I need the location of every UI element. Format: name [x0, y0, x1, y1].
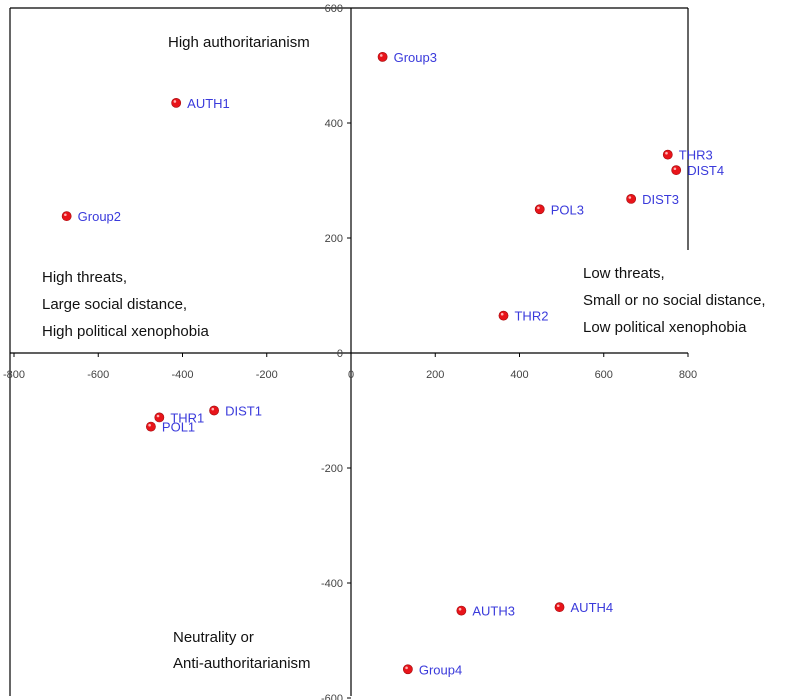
- axes: [10, 8, 688, 696]
- point-label: Group4: [419, 662, 462, 677]
- quadrant-annotation: High authoritarianism: [168, 34, 310, 51]
- x-tick-label: -600: [87, 369, 109, 381]
- point-label: THR3: [679, 148, 713, 163]
- point-marker: [377, 51, 388, 62]
- point-highlight: [173, 100, 177, 103]
- point-marker: [146, 421, 156, 432]
- point-highlight: [148, 423, 151, 427]
- point-highlight: [665, 151, 668, 155]
- tick-labels: -800 -600 -400 -200 0 200 400 600 800 -600 -400 -20…: [3, 3, 697, 700]
- point-label: AUTH1: [187, 96, 230, 111]
- annotation-line: Small or no social distance,: [583, 292, 766, 309]
- data-point: DIST1: [209, 404, 262, 419]
- point-label: DIST4: [687, 163, 724, 178]
- point-highlight: [537, 206, 540, 210]
- data-point: POL3: [534, 202, 584, 217]
- annotation-line: Anti-authoritarianism: [173, 655, 311, 672]
- point-highlight: [405, 666, 408, 670]
- point-marker: [61, 211, 72, 222]
- point-label: DIST1: [225, 404, 262, 419]
- point-marker: [662, 149, 673, 160]
- x-tick-label: 600: [595, 369, 613, 381]
- y-tick-label: 0: [337, 348, 343, 360]
- data-point: AUTH3: [456, 604, 515, 619]
- data-point: Group3: [377, 50, 437, 65]
- point-highlight: [458, 607, 462, 611]
- annotation-line: Low threats,: [583, 265, 665, 282]
- data-point: Group2: [61, 209, 121, 224]
- point-marker: [671, 165, 682, 176]
- annotation-line: Large social distance,: [42, 296, 187, 313]
- point-marker: [154, 412, 165, 423]
- x-tick-label: 800: [679, 369, 697, 381]
- annotation-line: High threats,: [42, 269, 127, 286]
- data-point: DIST4: [671, 163, 724, 178]
- annotation-line: High political xenophobia: [42, 323, 209, 340]
- point-label: AUTH3: [472, 604, 515, 619]
- point-highlight: [500, 312, 504, 316]
- point-label: THR2: [514, 309, 548, 324]
- point-highlight: [156, 414, 160, 418]
- x-tick-label: -400: [171, 369, 193, 381]
- point-marker: [626, 193, 637, 204]
- x-tick-label: 400: [510, 369, 528, 381]
- point-label: Group3: [394, 50, 437, 65]
- point-marker: [534, 204, 545, 215]
- annotations: High authoritarianism High threats, Large …: [42, 34, 766, 672]
- x-tick-label: -800: [3, 369, 25, 381]
- y-tick-label: -600: [321, 693, 343, 700]
- plot-frame: [9, 7, 689, 696]
- quadrant-annotation: Low threats, Small or no social distance,…: [583, 265, 766, 336]
- y-tick-label: -400: [321, 578, 343, 590]
- point-marker: [402, 664, 413, 675]
- point-highlight: [379, 54, 383, 57]
- quadrant-annotation: Neutrality or Anti-authoritarianism: [173, 629, 311, 672]
- annotation-line: Low political xenophobia: [583, 319, 747, 336]
- point-highlight: [64, 213, 67, 217]
- data-point: THR2: [498, 309, 548, 324]
- x-tick-label: 200: [426, 369, 444, 381]
- point-label: POL3: [551, 202, 584, 217]
- point-highlight: [628, 196, 632, 199]
- point-label: Group2: [78, 209, 121, 224]
- point-label: POL1: [162, 420, 195, 435]
- y-tick-label: 400: [325, 118, 343, 130]
- data-point: AUTH1: [171, 96, 230, 111]
- y-tick-label: 200: [325, 233, 343, 245]
- annotation-line: Neutrality or: [173, 629, 254, 646]
- data-point: Group4: [402, 662, 462, 677]
- annotation-line: High authoritarianism: [168, 34, 310, 51]
- point-marker: [209, 405, 219, 416]
- point-highlight: [673, 167, 677, 171]
- quadrant-annotation: High threats, Large social distance, High …: [42, 269, 209, 340]
- point-label: AUTH4: [571, 600, 614, 615]
- x-tick-label: 0: [348, 369, 354, 381]
- x-tick-label: -200: [256, 369, 278, 381]
- point-label: THR1: [170, 410, 204, 425]
- point-marker: [498, 310, 509, 321]
- point-marker: [554, 602, 565, 613]
- data-point: THR1: [154, 410, 204, 425]
- y-tick-label: 600: [325, 3, 343, 15]
- data-point: POL1: [146, 420, 195, 435]
- data-point: AUTH4: [554, 600, 614, 615]
- point-marker: [171, 97, 182, 108]
- point-highlight: [211, 407, 215, 411]
- point-marker: [456, 605, 467, 616]
- data-point: DIST3: [626, 192, 679, 207]
- point-label: DIST3: [642, 192, 679, 207]
- point-highlight: [556, 604, 560, 608]
- data-point: THR3: [662, 148, 713, 163]
- y-tick-label: -200: [321, 463, 343, 475]
